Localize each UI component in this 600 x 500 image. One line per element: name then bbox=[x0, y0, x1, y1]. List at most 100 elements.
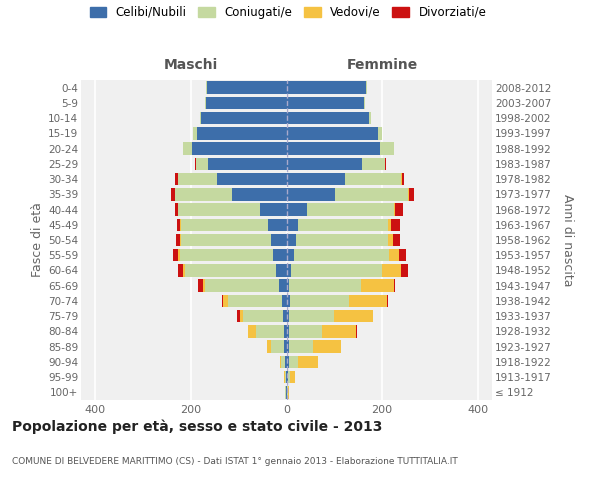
Bar bbox=[282, 294, 287, 307]
Bar bbox=[287, 204, 307, 216]
Bar bbox=[287, 112, 369, 124]
Bar bbox=[183, 142, 192, 155]
Bar bbox=[195, 158, 196, 170]
Bar bbox=[334, 310, 373, 322]
Bar bbox=[389, 249, 399, 262]
Bar bbox=[232, 188, 287, 200]
Bar bbox=[307, 204, 394, 216]
Bar bbox=[205, 96, 206, 109]
Bar bbox=[387, 294, 388, 307]
Bar bbox=[364, 96, 365, 109]
Text: Femmine: Femmine bbox=[346, 58, 418, 72]
Bar bbox=[172, 188, 175, 200]
Bar bbox=[401, 264, 409, 276]
Bar bbox=[287, 173, 345, 186]
Bar bbox=[196, 158, 208, 170]
Bar bbox=[391, 218, 400, 231]
Bar bbox=[267, 340, 271, 353]
Bar bbox=[237, 310, 239, 322]
Bar bbox=[287, 188, 335, 200]
Bar bbox=[286, 386, 287, 398]
Bar bbox=[382, 264, 401, 276]
Legend: Celibi/Nubili, Coniugati/e, Vedovi/e, Divorziati/e: Celibi/Nubili, Coniugati/e, Vedovi/e, Di… bbox=[85, 1, 491, 24]
Bar bbox=[287, 280, 289, 292]
Bar bbox=[388, 234, 393, 246]
Bar bbox=[287, 310, 289, 322]
Bar bbox=[239, 310, 244, 322]
Bar bbox=[181, 218, 268, 231]
Bar bbox=[198, 280, 203, 292]
Bar bbox=[281, 356, 285, 368]
Bar bbox=[290, 371, 295, 384]
Bar bbox=[175, 204, 178, 216]
Bar bbox=[356, 325, 357, 338]
Bar bbox=[197, 127, 287, 140]
Bar bbox=[180, 249, 273, 262]
Bar bbox=[287, 356, 289, 368]
Bar bbox=[369, 112, 371, 124]
Bar bbox=[362, 158, 385, 170]
Bar bbox=[287, 82, 367, 94]
Bar bbox=[385, 158, 386, 170]
Bar bbox=[287, 234, 296, 246]
Bar bbox=[287, 142, 380, 155]
Bar bbox=[228, 294, 282, 307]
Bar bbox=[256, 325, 284, 338]
Bar bbox=[287, 294, 290, 307]
Bar bbox=[276, 264, 287, 276]
Bar bbox=[287, 264, 291, 276]
Bar bbox=[178, 249, 180, 262]
Bar bbox=[394, 204, 395, 216]
Bar bbox=[289, 356, 298, 368]
Bar bbox=[202, 112, 287, 124]
Bar bbox=[393, 234, 400, 246]
Bar bbox=[175, 173, 178, 186]
Bar bbox=[223, 294, 228, 307]
Bar bbox=[287, 386, 289, 398]
Text: Popolazione per età, sesso e stato civile - 2013: Popolazione per età, sesso e stato civil… bbox=[12, 420, 382, 434]
Bar bbox=[287, 127, 378, 140]
Bar bbox=[289, 325, 322, 338]
Bar bbox=[289, 340, 313, 353]
Bar bbox=[176, 234, 181, 246]
Bar bbox=[399, 249, 406, 262]
Bar bbox=[217, 173, 287, 186]
Bar bbox=[203, 280, 205, 292]
Bar bbox=[394, 280, 395, 292]
Bar bbox=[284, 325, 287, 338]
Bar bbox=[206, 96, 287, 109]
Bar bbox=[248, 325, 256, 338]
Bar bbox=[244, 310, 283, 322]
Bar bbox=[401, 173, 404, 186]
Bar bbox=[200, 112, 202, 124]
Text: COMUNE DI BELVEDERE MARITTIMO (CS) - Dati ISTAT 1° gennaio 2013 - Elaborazione T: COMUNE DI BELVEDERE MARITTIMO (CS) - Dat… bbox=[12, 458, 458, 466]
Bar bbox=[280, 356, 281, 368]
Bar bbox=[322, 325, 356, 338]
Bar bbox=[287, 371, 288, 384]
Bar bbox=[380, 142, 394, 155]
Bar bbox=[287, 218, 298, 231]
Bar bbox=[268, 218, 287, 231]
Bar bbox=[193, 127, 197, 140]
Bar bbox=[298, 218, 388, 231]
Bar bbox=[205, 280, 280, 292]
Bar bbox=[178, 264, 183, 276]
Bar bbox=[183, 264, 185, 276]
Bar bbox=[176, 218, 181, 231]
Bar bbox=[271, 340, 284, 353]
Bar bbox=[287, 96, 364, 109]
Bar bbox=[286, 371, 287, 384]
Bar bbox=[284, 371, 286, 384]
Bar bbox=[206, 82, 287, 94]
Bar bbox=[296, 234, 388, 246]
Bar bbox=[192, 142, 287, 155]
Bar bbox=[185, 264, 276, 276]
Bar bbox=[208, 158, 287, 170]
Bar bbox=[335, 188, 409, 200]
Bar bbox=[287, 325, 289, 338]
Bar bbox=[260, 204, 287, 216]
Bar bbox=[284, 340, 287, 353]
Bar bbox=[345, 173, 401, 186]
Bar bbox=[173, 249, 178, 262]
Y-axis label: Anni di nascita: Anni di nascita bbox=[561, 194, 574, 286]
